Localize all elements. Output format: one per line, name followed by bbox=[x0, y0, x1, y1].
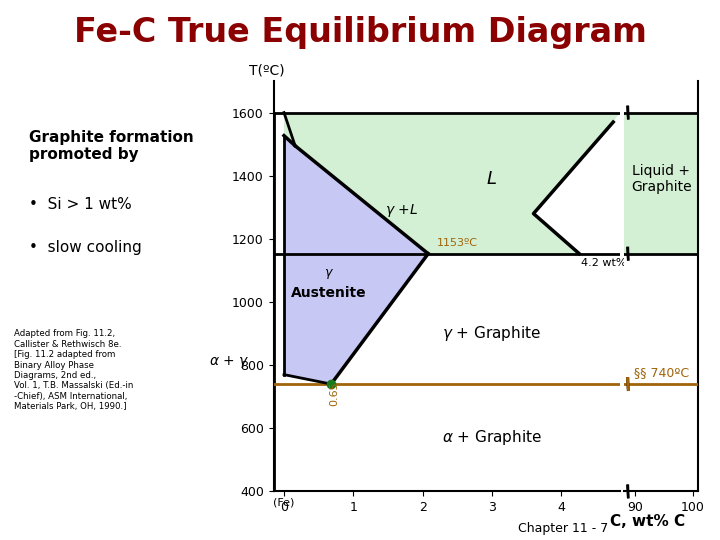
Text: Graphite formation
promoted by: Graphite formation promoted by bbox=[29, 130, 194, 162]
Polygon shape bbox=[624, 112, 698, 254]
Text: $\gamma$ +$L$: $\gamma$ +$L$ bbox=[385, 202, 418, 219]
Text: 4.2 wt% C: 4.2 wt% C bbox=[580, 258, 637, 268]
Text: T(ºC): T(ºC) bbox=[249, 64, 285, 78]
Text: Chapter 11 - 7: Chapter 11 - 7 bbox=[518, 522, 608, 535]
Text: $\gamma$: $\gamma$ bbox=[324, 267, 334, 281]
Text: §§ 740ºC: §§ 740ºC bbox=[634, 366, 689, 379]
Text: (Fe): (Fe) bbox=[274, 498, 294, 508]
Text: •  slow cooling: • slow cooling bbox=[29, 240, 142, 255]
Text: Liquid +
Graphite: Liquid + Graphite bbox=[631, 164, 691, 194]
Text: $\alpha$ + Graphite: $\alpha$ + Graphite bbox=[442, 428, 542, 447]
Text: 1153ºC: 1153ºC bbox=[436, 238, 477, 248]
Polygon shape bbox=[284, 112, 620, 254]
Polygon shape bbox=[284, 136, 428, 384]
Text: $\alpha$ + $\gamma$: $\alpha$ + $\gamma$ bbox=[209, 354, 249, 370]
Text: 0.65: 0.65 bbox=[329, 382, 339, 406]
Text: $L$: $L$ bbox=[487, 170, 498, 188]
Text: Adapted from Fig. 11.2,
Callister & Rethwisch 8e.
[Fig. 11.2 adapted from
Binary: Adapted from Fig. 11.2, Callister & Reth… bbox=[14, 329, 134, 411]
Text: $\gamma$ + Graphite: $\gamma$ + Graphite bbox=[442, 324, 541, 343]
Text: C, wt% C: C, wt% C bbox=[610, 514, 685, 529]
Text: Fe-C True Equilibrium Diagram: Fe-C True Equilibrium Diagram bbox=[73, 16, 647, 49]
Text: Austenite: Austenite bbox=[291, 286, 367, 300]
Text: •  Si > 1 wt%: • Si > 1 wt% bbox=[29, 197, 132, 212]
